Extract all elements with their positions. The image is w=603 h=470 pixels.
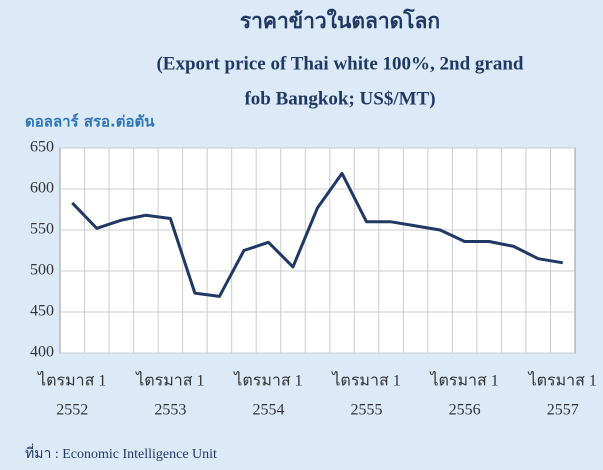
y-tick-label: 500 xyxy=(30,262,54,279)
y-tick-label: 600 xyxy=(30,180,54,197)
y-axis-label: ดอลลาร์ สรอ.ต่อตัน xyxy=(25,113,155,131)
x-tick-label: ไตรมาส 1 xyxy=(330,371,400,390)
x-tick-label: 2557 xyxy=(547,402,579,419)
y-tick-label: 550 xyxy=(30,221,54,238)
x-tick-label: ไตรมาส 1 xyxy=(36,371,106,390)
x-tick-label: 2556 xyxy=(449,402,481,419)
x-tick-label: 2555 xyxy=(351,402,383,419)
x-tick-label: 2552 xyxy=(56,402,88,419)
x-tick-label: 2553 xyxy=(154,402,186,419)
source: ที่มา : Economic Intelligence Unit xyxy=(25,444,217,462)
x-tick-label: ไตรมาส 1 xyxy=(428,371,498,390)
chart-title: ราคาข้าวในตลาดโลก xyxy=(240,8,440,33)
y-tick-label: 650 xyxy=(30,139,54,156)
x-tick-label: ไตรมาส 1 xyxy=(134,371,204,390)
y-tick-label: 450 xyxy=(30,303,54,320)
plot-area xyxy=(59,147,576,354)
x-tick-label: 2554 xyxy=(252,402,284,419)
chart-subtitle: (Export price of Thai white 100%, 2nd gr… xyxy=(156,53,523,74)
x-tick-label: ไตรมาส 1 xyxy=(232,371,302,390)
chart-subtitle: fob Bangkok; US$/MT) xyxy=(244,88,435,109)
x-tick-label: ไตรมาส 1 xyxy=(527,371,597,390)
line xyxy=(71,171,563,298)
y-tick-label: 400 xyxy=(30,344,54,361)
